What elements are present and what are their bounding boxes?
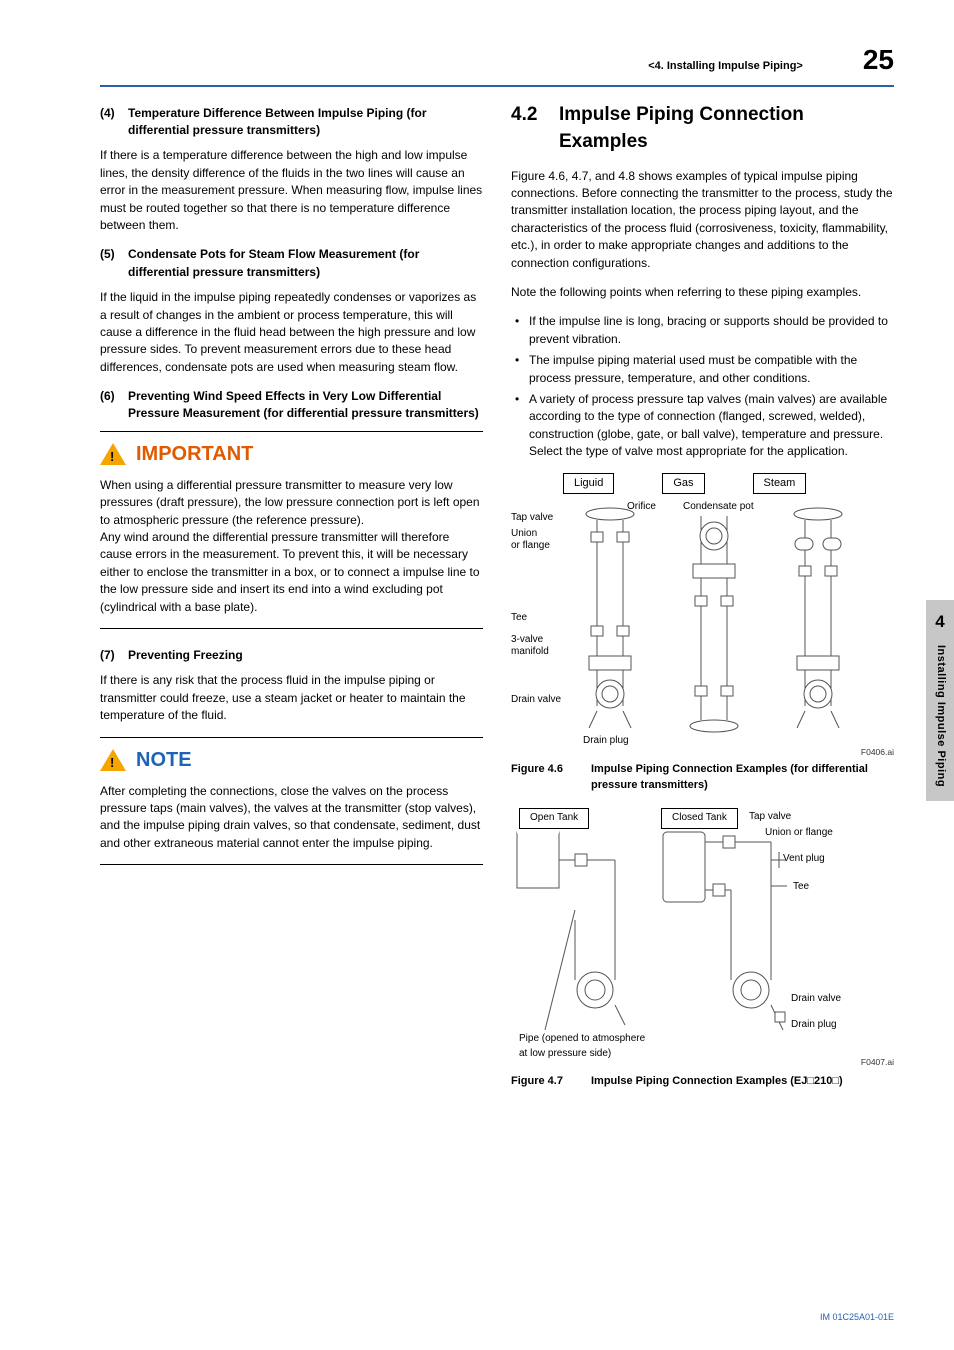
heading-6: (6) Preventing Wind Speed Effects in Ver… <box>100 388 483 423</box>
list-item: If the impulse line is long, bracing or … <box>511 313 894 348</box>
left-column: (4) Temperature Difference Between Impul… <box>100 101 483 1105</box>
intro-para: Figure 4.6, 4.7, and 4.8 shows examples … <box>511 168 894 272</box>
label-closed-tank: Closed Tank <box>661 808 738 829</box>
schematic-closed-tank <box>661 830 831 1050</box>
label-tap-valve: Tap valve <box>749 810 791 825</box>
figure-caption: Figure 4.7 Impulse Piping Connection Exa… <box>511 1074 894 1090</box>
chapter-title: Installing Impulse Piping <box>932 645 948 787</box>
schematic-gas <box>681 506 747 736</box>
label-tap-valve: Tap valve <box>511 512 561 524</box>
chapter-tab: 4 Installing Impulse Piping <box>926 600 954 801</box>
bullet-list: If the impulse line is long, bracing or … <box>511 313 894 460</box>
note-callout: NOTE After completing the connections, c… <box>100 737 483 866</box>
note-label: NOTE <box>136 746 192 775</box>
running-header: <4. Installing Impulse Piping> 25 <box>100 40 894 87</box>
section-ref: <4. Installing Impulse Piping> <box>648 59 803 75</box>
chapter-number: 4 <box>926 610 954 635</box>
list-item: The impulse piping material used must be… <box>511 352 894 387</box>
fig-header-gas: Gas <box>662 473 704 495</box>
figure-4-6: Liguid Gas Steam Tap valve Union or flan… <box>511 473 894 795</box>
list-item: A variety of process pressure tap valves… <box>511 391 894 461</box>
para-4: If there is a temperature difference bet… <box>100 147 483 234</box>
figure-caption: Figure 4.6 Impulse Piping Connection Exa… <box>511 762 894 794</box>
heading-7: (7) Preventing Freezing <box>100 647 483 664</box>
para-7: If there is any risk that the process fl… <box>100 672 483 724</box>
important-body: When using a differential pressure trans… <box>100 477 483 616</box>
right-column: 4.2 Impulse Piping Connection Examples F… <box>511 101 894 1105</box>
important-callout: IMPORTANT When using a differential pres… <box>100 431 483 629</box>
label-union: Union or flange <box>511 528 561 552</box>
label-manifold: 3-valve manifold <box>511 634 561 658</box>
heading-4: (4) Temperature Difference Between Impul… <box>100 105 483 140</box>
schematic-steam <box>785 506 851 736</box>
warning-icon <box>100 443 126 465</box>
para-5: If the liquid in the impulse piping repe… <box>100 289 483 376</box>
page-number: 25 <box>863 40 894 81</box>
section-heading-4-2: 4.2 Impulse Piping Connection Examples <box>511 101 894 156</box>
figure-4-7: Open Tank Closed Tank Tap valve Union or… <box>511 808 894 1090</box>
footer-doc-code: IM 01C25A01-01E <box>820 1311 894 1324</box>
label-open-tank: Open Tank <box>519 808 589 829</box>
schematic-open-tank <box>515 830 655 1040</box>
label-drain-valve: Drain valve <box>511 694 561 706</box>
warning-icon <box>100 749 126 771</box>
figure-ref: F0406.ai <box>861 746 894 758</box>
note-intro: Note the following points when referring… <box>511 284 894 301</box>
note-body: After completing the connections, close … <box>100 783 483 853</box>
fig-header-steam: Steam <box>753 473 807 495</box>
figure-ref: F0407.ai <box>861 1056 894 1068</box>
fig-header-liquid: Liguid <box>563 473 614 495</box>
schematic-liquid <box>577 506 643 736</box>
label-tee: Tee <box>511 612 561 624</box>
heading-5: (5) Condensate Pots for Steam Flow Measu… <box>100 246 483 281</box>
important-label: IMPORTANT <box>136 440 253 469</box>
